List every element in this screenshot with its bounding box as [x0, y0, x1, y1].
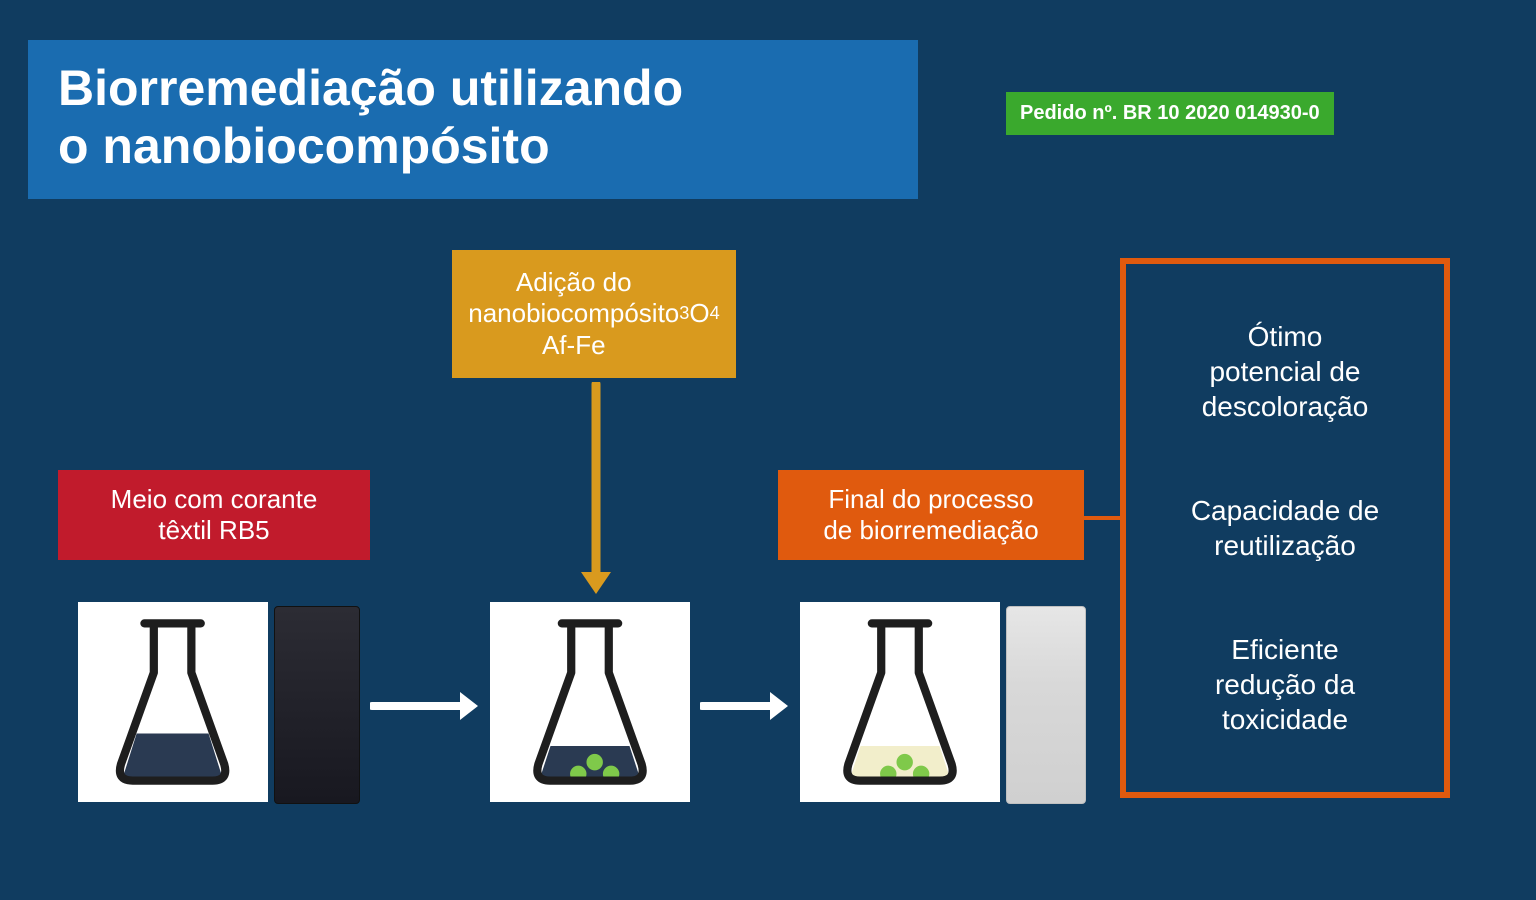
- flask-panel-middle: [490, 602, 690, 802]
- outcome-item: Ótimopotencial dedescoloração: [1202, 319, 1369, 424]
- label-initial-medium: Meio com corantetêxtil RB5: [58, 470, 370, 560]
- patent-badge: Pedido nº. BR 10 2020 014930-0: [1006, 92, 1334, 135]
- outcome-box: Ótimopotencial dedescoloração Capacidade…: [1120, 258, 1450, 798]
- arrow-down-icon: [576, 382, 616, 596]
- vial-clear-sample: [1006, 606, 1086, 804]
- label-addition: Adição donanobiocompósitoAf-Fe3O4: [452, 250, 736, 378]
- flask-panel-initial: [78, 602, 268, 802]
- outcome-item: Eficienteredução datoxicidade: [1215, 632, 1355, 737]
- connector-line: [1084, 516, 1120, 520]
- vial-dark-sample: [274, 606, 360, 804]
- arrow-right-icon: [370, 686, 480, 726]
- flask-panel-final: [800, 602, 1000, 802]
- label-final-process: Final do processode biorremediação: [778, 470, 1084, 560]
- outcome-item: Capacidade dereutilização: [1191, 493, 1379, 563]
- page-title: Biorremediação utilizandoo nanobiocompós…: [28, 40, 918, 199]
- arrow-right-icon: [700, 686, 790, 726]
